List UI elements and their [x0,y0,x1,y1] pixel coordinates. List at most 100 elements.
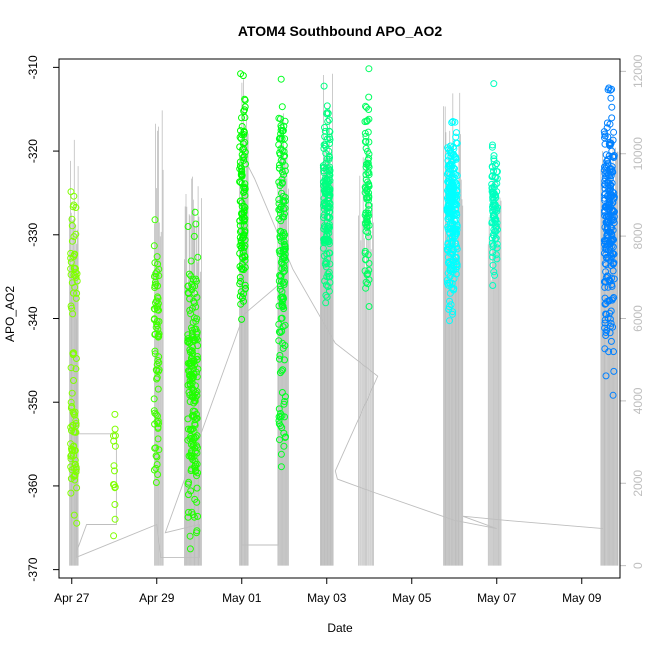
data-point [324,213,332,221]
data-point [187,310,195,318]
data-point [241,95,249,103]
data-point [606,172,614,180]
data-point [449,118,457,125]
data-point [449,229,457,237]
data-point [323,273,331,281]
data-point [71,408,79,416]
data-point [186,532,194,540]
data-point [68,237,76,245]
data-point [275,405,283,413]
data-point [276,351,284,359]
data-point [281,321,289,329]
data-point [450,286,457,294]
data-point [493,207,501,215]
data-point [151,409,159,417]
y-tick-label: -330 [26,222,40,246]
data-point [185,270,193,278]
data-point [241,180,249,188]
data-point [277,272,285,280]
data-point [191,448,199,456]
data-point [322,165,330,173]
data-point [193,373,201,381]
data-point [603,272,611,280]
data-point [67,249,75,257]
data-point [278,179,286,187]
data-point [322,179,329,187]
y-tick-right-label: 2000 [631,470,645,497]
data-point [488,143,496,151]
data-point [152,323,160,331]
data-point [188,330,196,338]
data-point [281,117,289,125]
data-point [489,243,497,251]
data-point [238,315,246,323]
data-point [73,277,81,285]
data-point [71,461,79,468]
y-tick-label: -370 [26,557,40,581]
data-point [610,128,618,136]
x-tick-label: May 05 [392,591,432,605]
data-point [236,217,244,225]
data-point [240,152,248,160]
data-point [450,275,458,283]
data-point [609,136,617,144]
data-point [237,171,245,179]
data-point [69,408,77,416]
data-point [67,364,75,372]
data-point [448,234,456,242]
data-point [449,308,457,316]
data-point [111,515,119,523]
data-point [493,255,501,263]
data-point [73,519,81,527]
x-tick-label: May 09 [562,591,602,605]
data-point [609,216,617,224]
data-point [320,82,328,90]
data-point [364,201,372,209]
data-point [326,260,334,268]
data-point [70,233,78,241]
data-point [67,440,75,448]
data-point [280,148,288,156]
data-point [236,143,244,151]
data-point [490,155,498,163]
data-point [240,244,248,252]
data-point [452,129,460,137]
y-tick-right-label: 4000 [631,387,645,414]
data-point [602,268,610,276]
data-point [67,258,75,266]
data-point [608,212,616,220]
data-point [194,365,202,373]
data-point [323,231,331,239]
data-point [151,273,158,280]
data-point [278,103,286,111]
data-point [607,322,615,330]
data-point [607,185,615,193]
data-point [238,294,246,302]
data-point [237,127,244,135]
data-point [192,220,200,228]
data-point [151,315,158,323]
data-point [281,135,289,143]
data-point [281,278,288,286]
data-point [489,282,497,289]
data-point [240,217,248,225]
data-point [277,210,284,218]
data-point [602,332,610,339]
data-point [452,254,460,262]
x-tick-label: Apr 29 [139,591,175,605]
data-point [241,114,249,121]
data-point [600,128,608,136]
data-point [187,467,195,475]
data-point [191,290,199,297]
data-point [321,190,329,197]
data-point [279,323,287,331]
data-point [275,215,283,223]
data-point [155,330,163,338]
data-point [452,153,459,161]
data-point [321,127,329,135]
data-point [277,422,284,430]
data-point [187,487,195,495]
secondary-line [75,153,604,559]
data-point [281,413,288,421]
data-point [365,276,373,284]
